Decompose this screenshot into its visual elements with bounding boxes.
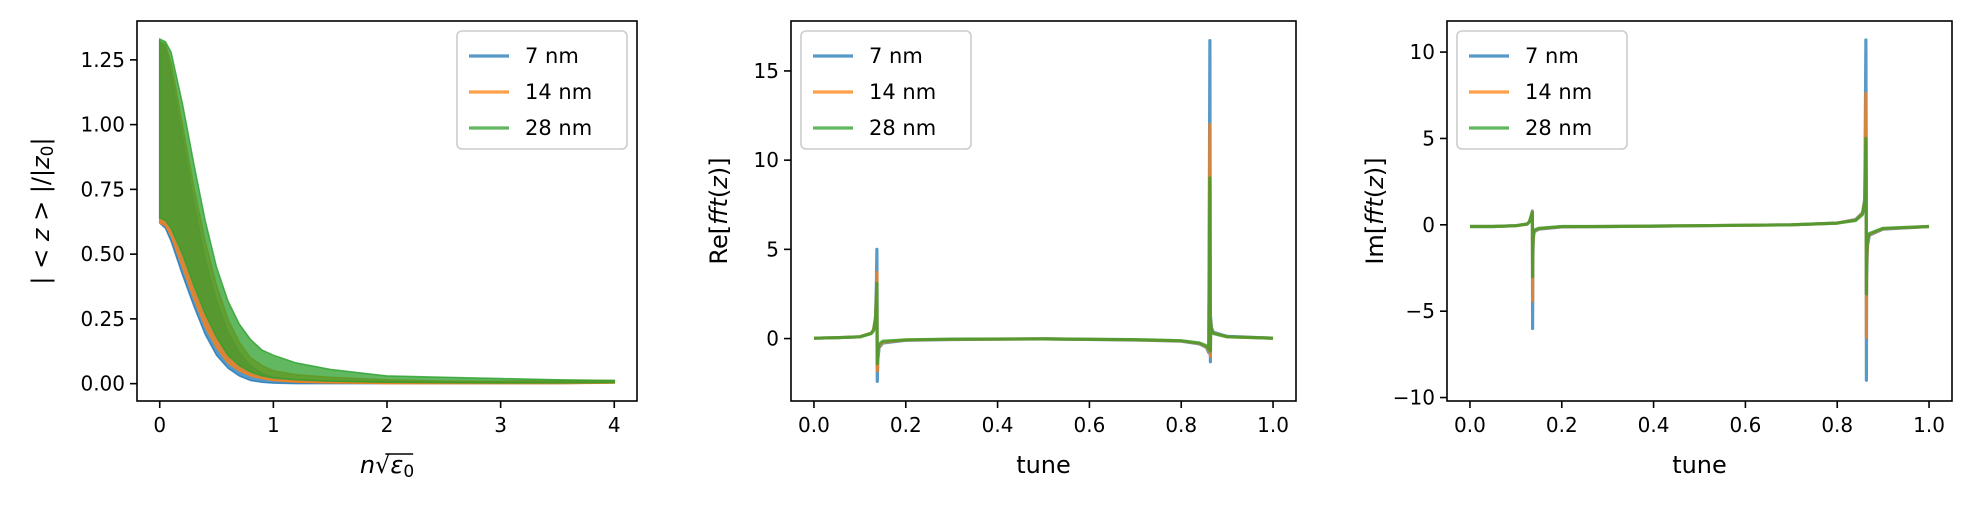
axes-frame bbox=[1446, 20, 1953, 402]
y-tick-label: −5 bbox=[1406, 299, 1435, 323]
y-tick-label: 0 bbox=[1422, 213, 1435, 237]
x-tick-label: 0.4 bbox=[1638, 413, 1670, 437]
y-tick-label: 0 bbox=[766, 327, 779, 351]
legend-box bbox=[1456, 30, 1628, 150]
x-tick-label: 0 bbox=[153, 413, 166, 437]
y-tick-label: 0.75 bbox=[80, 177, 125, 201]
y-tick-label: 5 bbox=[1422, 126, 1435, 150]
legend: 7 nm 14 nm 28 nm bbox=[456, 30, 628, 150]
panel-imag-fft: 0.0 0.2 0.4 0.6 0.8 1.0 −10 −5 0 5 10 Im[fft(z)] tun… bbox=[1361, 20, 1953, 479]
series-band-28-nm bbox=[158, 37, 616, 384]
x-tick-label: 0.8 bbox=[1165, 413, 1197, 437]
x-axis-label: n√ε0 bbox=[360, 451, 414, 482]
x-tick-label: 0.0 bbox=[1454, 413, 1486, 437]
y-axis-label: | < z > |/|z0| bbox=[27, 137, 58, 284]
x-tick-label: 0.2 bbox=[1546, 413, 1578, 437]
legend-entry: 14 nm bbox=[869, 80, 936, 104]
x-tick-label: 2 bbox=[381, 413, 394, 437]
legend-box bbox=[456, 30, 628, 150]
plot-area bbox=[158, 37, 616, 385]
legend-entry: 7 nm bbox=[1525, 44, 1579, 68]
x-tick-label: 0.4 bbox=[982, 413, 1014, 437]
plot-area bbox=[1470, 38, 1930, 382]
y-tick-label: −10 bbox=[1393, 386, 1435, 410]
y-tick-label: 1.25 bbox=[80, 48, 125, 72]
x-tick-label: 1.0 bbox=[1257, 413, 1289, 437]
x-axis-label: tune bbox=[1016, 451, 1071, 479]
y-tick-label: 0.50 bbox=[80, 242, 125, 266]
x-tick-label: 0.8 bbox=[1821, 413, 1853, 437]
y-tick-label: 10 bbox=[1410, 40, 1435, 64]
y-tick-label: 1.00 bbox=[80, 113, 125, 137]
x-tick-label: 0.6 bbox=[1730, 413, 1762, 437]
legend-box bbox=[800, 30, 972, 150]
series-line-28-nm bbox=[813, 176, 1274, 366]
y-tick-label: 0.00 bbox=[80, 372, 125, 396]
legend-entry: 28 nm bbox=[525, 116, 592, 140]
x-tick-label: 1 bbox=[267, 413, 280, 437]
legend-entry: 7 nm bbox=[525, 44, 579, 68]
y-tick-label: 15 bbox=[754, 59, 779, 83]
y-axis-label: Re[fft(z)] bbox=[705, 157, 733, 264]
series-line-28-nm bbox=[1470, 136, 1930, 296]
legend-entry: 28 nm bbox=[869, 116, 936, 140]
y-axis-label: Im[fft(z)] bbox=[1361, 157, 1389, 264]
x-tick-label: 3 bbox=[494, 413, 507, 437]
panel-amplitude-decay: 0 1 2 3 4 0.00 0.25 0.50 0.75 1.00 1.25 | < z > |/|… bbox=[27, 20, 638, 482]
legend: 7 nm 14 nm 28 nm bbox=[800, 30, 972, 150]
panel-real-fft: 0.0 0.2 0.4 0.6 0.8 1.0 0 5 10 15 Re[fft(z)] tune 7 … bbox=[705, 20, 1297, 479]
x-tick-label: 4 bbox=[608, 413, 621, 437]
x-axis-label: tune bbox=[1672, 451, 1727, 479]
x-tick-label: 1.0 bbox=[1913, 413, 1945, 437]
legend: 7 nm 14 nm 28 nm bbox=[1456, 30, 1628, 150]
plot-area bbox=[813, 39, 1274, 383]
y-tick-label: 0.25 bbox=[80, 307, 125, 331]
y-tick-label: 10 bbox=[754, 148, 779, 172]
axes-frame bbox=[790, 20, 1297, 402]
legend-entry: 14 nm bbox=[525, 80, 592, 104]
x-tick-label: 0.6 bbox=[1074, 413, 1106, 437]
legend-entry: 7 nm bbox=[869, 44, 923, 68]
legend-entry: 14 nm bbox=[1525, 80, 1592, 104]
x-tick-label: 0.2 bbox=[890, 413, 922, 437]
x-tick-label: 0.0 bbox=[798, 413, 830, 437]
legend-entry: 28 nm bbox=[1525, 116, 1592, 140]
y-tick-label: 5 bbox=[766, 237, 779, 261]
